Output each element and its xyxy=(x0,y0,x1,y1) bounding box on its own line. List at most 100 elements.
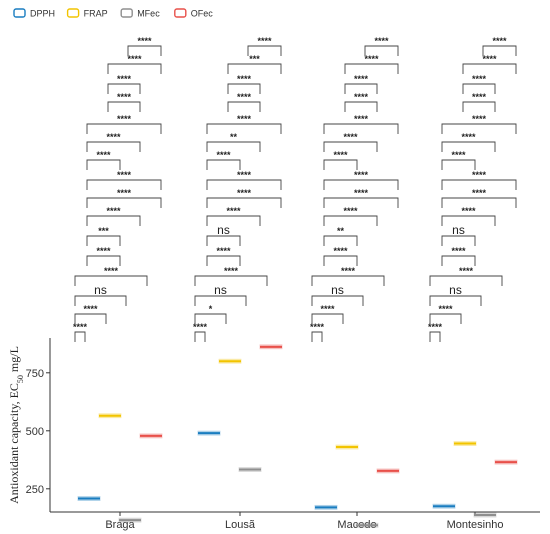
box-ofec-1 xyxy=(259,344,283,350)
bracket-label: **** xyxy=(482,54,497,64)
bracket-label: *** xyxy=(249,54,260,64)
legend-swatch-ofec xyxy=(174,8,187,18)
bracket-line xyxy=(74,313,107,324)
box-dpph-2 xyxy=(314,504,338,510)
box-dpph-0 xyxy=(77,496,101,501)
legend-swatch-mfec xyxy=(120,8,133,18)
box-ofec-2 xyxy=(376,468,400,474)
bracket: **** xyxy=(86,132,141,152)
bracket-label: **** xyxy=(117,114,132,124)
bracket-line xyxy=(206,215,261,226)
bracket-label: ns xyxy=(331,283,344,297)
bracket-label: **** xyxy=(333,246,348,256)
bracket-label: **** xyxy=(492,36,507,46)
bracket-line xyxy=(127,45,162,56)
bracket: **** xyxy=(344,74,378,94)
bracket-line xyxy=(227,63,282,74)
bracket-line xyxy=(323,159,358,170)
y-tick-label: 750 xyxy=(26,368,44,380)
bracket-line xyxy=(429,313,462,324)
bracket-label: * xyxy=(209,304,213,314)
bracket: **** xyxy=(227,92,261,112)
bracket: **** xyxy=(74,304,107,324)
bracket-label: **** xyxy=(354,74,369,84)
bracket-line xyxy=(462,83,496,94)
bracket-label: **** xyxy=(320,304,335,314)
bracket-label: **** xyxy=(117,170,132,180)
bracket-label: ns xyxy=(217,223,230,237)
bracket: *** xyxy=(227,54,282,74)
bracket-line xyxy=(206,159,241,170)
bracket: **** xyxy=(206,246,241,266)
bracket-line xyxy=(74,275,148,286)
bracket: **** xyxy=(206,206,261,226)
x-tick-label: Lousã xyxy=(225,519,256,531)
legend-label-frap: FRAP xyxy=(84,9,108,19)
bracket-label: **** xyxy=(127,54,142,64)
legend-label-ofec: OFec xyxy=(191,9,214,19)
box-frap-3 xyxy=(453,441,477,446)
bracket-label: **** xyxy=(237,170,252,180)
bracket-line xyxy=(206,141,261,152)
bracket-line xyxy=(429,275,503,286)
box-mfec-3 xyxy=(473,512,497,518)
bracket-label: **** xyxy=(354,114,369,124)
bracket: **** xyxy=(107,74,141,94)
bracket-line xyxy=(227,83,261,94)
bracket: **** xyxy=(193,322,207,342)
bracket-line xyxy=(441,179,517,190)
bracket-line xyxy=(441,215,496,226)
bracket-line xyxy=(107,101,141,112)
bracket-label: *** xyxy=(98,226,109,236)
bracket-label: **** xyxy=(472,170,487,180)
bracket: **** xyxy=(323,150,358,170)
bracket-line xyxy=(429,295,482,306)
bracket-label: **** xyxy=(461,132,476,142)
bracket-label: **** xyxy=(237,114,252,124)
bracket-label: **** xyxy=(343,206,358,216)
y-tick-label: 500 xyxy=(26,426,44,438)
bracket: ns xyxy=(194,283,247,306)
box-frap-1 xyxy=(218,358,242,364)
bracket-line xyxy=(482,45,517,56)
bracket-label: **** xyxy=(117,188,132,198)
bracket-label: **** xyxy=(341,266,356,276)
bracket-label: **** xyxy=(451,246,466,256)
bracket: **** xyxy=(206,150,241,170)
legend-swatch-dpph xyxy=(13,8,26,18)
bracket: ** xyxy=(323,226,358,246)
bracket: **** xyxy=(429,304,462,324)
bracket: **** xyxy=(194,266,268,286)
bracket: **** xyxy=(428,322,442,342)
bracket-label: **** xyxy=(96,246,111,256)
bracket-label: **** xyxy=(459,266,474,276)
bracket: **** xyxy=(73,322,88,342)
bracket: ** xyxy=(206,132,261,152)
bracket-line xyxy=(86,235,121,246)
bracket: * xyxy=(194,304,227,324)
bracket-label: **** xyxy=(310,322,325,332)
bracket-line xyxy=(441,235,476,246)
bracket-label: **** xyxy=(472,188,487,198)
bracket-line xyxy=(344,83,378,94)
bracket: **** xyxy=(86,150,121,170)
bracket-line xyxy=(323,255,358,266)
bracket: ns xyxy=(74,283,127,306)
bracket: **** xyxy=(227,74,261,94)
bracket: **** xyxy=(206,114,282,134)
bracket: **** xyxy=(441,246,476,266)
bracket-label: **** xyxy=(343,132,358,142)
bracket-line xyxy=(462,101,496,112)
bracket-label: **** xyxy=(461,206,476,216)
bracket-line xyxy=(323,141,378,152)
bracket-label: **** xyxy=(472,114,487,124)
bracket-label: **** xyxy=(216,246,231,256)
bracket: ns xyxy=(311,283,364,306)
bracket-line xyxy=(323,197,399,208)
bracket-label: **** xyxy=(73,322,88,332)
bracket: **** xyxy=(323,246,358,266)
data-marks xyxy=(77,344,518,528)
bracket-label: **** xyxy=(333,150,348,160)
bracket-label: **** xyxy=(472,92,487,102)
bracket-line xyxy=(323,123,399,134)
